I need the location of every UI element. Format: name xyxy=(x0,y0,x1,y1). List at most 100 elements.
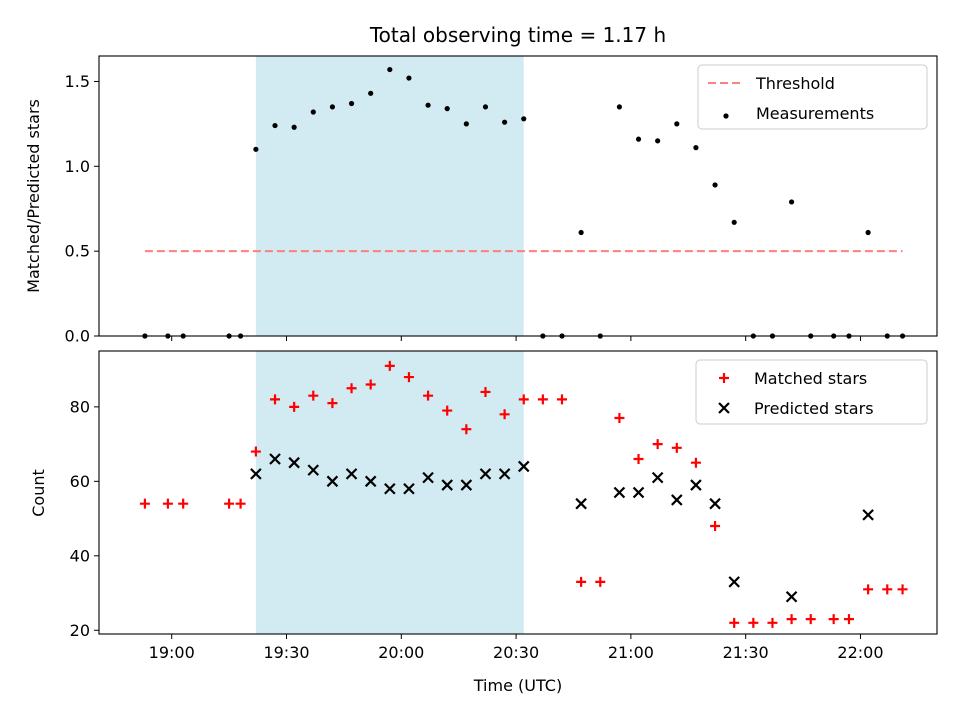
predicted-star-marker xyxy=(479,468,492,480)
matched-star-marker xyxy=(384,360,395,371)
measurement-point xyxy=(655,138,661,144)
y-tick-label: 0.0 xyxy=(65,327,90,346)
matched-star-marker xyxy=(690,457,701,468)
highlight-span xyxy=(255,351,524,634)
highlight-span xyxy=(255,56,524,336)
matched-star-marker xyxy=(652,439,663,450)
x-tick-label: 21:30 xyxy=(723,643,769,662)
predicted-star-marker xyxy=(690,479,702,491)
predicted-star-marker xyxy=(613,486,626,499)
y-tick-label: 1.0 xyxy=(65,157,90,176)
matched-star-marker xyxy=(235,498,246,509)
matched-star-marker xyxy=(786,614,797,625)
predicted-star-marker xyxy=(460,479,473,491)
matched-star-marker xyxy=(633,453,644,464)
legend-label: Threshold xyxy=(755,74,835,93)
predicted-star-marker xyxy=(364,475,377,488)
matched-star-marker xyxy=(162,498,173,509)
measurement-point xyxy=(348,100,355,107)
matched-star-marker xyxy=(442,405,453,416)
legend-swatch-matched xyxy=(719,373,729,383)
measurement-point xyxy=(444,106,450,112)
y-tick-label: 60 xyxy=(70,472,90,491)
measurement-point xyxy=(329,104,336,110)
legend-label: Matched stars xyxy=(754,369,867,388)
matched-star-marker xyxy=(767,617,778,628)
matched-star-marker xyxy=(518,394,529,405)
legend-swatch-measurements xyxy=(723,113,729,119)
matched-star-marker xyxy=(178,498,189,509)
predicted-star-marker xyxy=(422,471,434,484)
matched-star-marker xyxy=(828,614,839,625)
measurement-point xyxy=(731,219,737,225)
matched-star-marker xyxy=(480,386,491,397)
y-tick-label: 20 xyxy=(70,621,90,640)
measurement-point xyxy=(502,119,508,125)
predicted-star-marker xyxy=(269,453,281,465)
y-tick-label: 1.5 xyxy=(65,72,90,91)
matched-star-marker xyxy=(729,617,740,628)
measurement-point xyxy=(712,182,718,188)
matched-star-marker xyxy=(614,413,625,424)
matched-star-marker xyxy=(843,614,854,625)
matched-star-marker xyxy=(250,446,261,457)
matched-star-marker xyxy=(224,498,235,509)
measurement-point xyxy=(272,122,278,129)
legend-label: Measurements xyxy=(756,104,874,123)
matched-star-marker xyxy=(595,576,606,587)
matched-star-marker xyxy=(499,409,510,420)
measurement-point xyxy=(578,229,584,236)
measurement-point xyxy=(674,121,680,127)
predicted-star-marker xyxy=(671,494,683,506)
measurement-point xyxy=(635,136,642,142)
matched-star-marker xyxy=(748,617,759,628)
axes-frame xyxy=(98,350,938,635)
measurement-point xyxy=(521,116,527,122)
x-tick-label: 20:30 xyxy=(493,643,539,662)
x-tick-label: 20:00 xyxy=(378,643,424,662)
predicted-star-marker xyxy=(250,468,262,480)
legend-swatch-predicted xyxy=(718,402,730,414)
predicted-star-marker xyxy=(785,590,798,603)
measurement-point xyxy=(693,145,699,151)
legend-label: Predicted stars xyxy=(754,399,874,418)
matched-star-marker xyxy=(882,584,893,595)
bottom-panel: 20 40 60 80 19:00 19:30 20:00 20:30 21:00 21:30 22… xyxy=(70,350,938,662)
measurement-point xyxy=(463,121,469,127)
predicted-star-marker xyxy=(307,464,320,476)
measurement-point xyxy=(387,66,393,73)
measurement-point xyxy=(406,75,412,81)
matched-star-marker xyxy=(423,390,434,401)
matched-star-marker xyxy=(897,584,908,595)
predicted-star-marker xyxy=(728,576,740,588)
measurement-point xyxy=(368,90,374,96)
measurement-point xyxy=(482,104,489,110)
x-tick-label: 19:30 xyxy=(263,643,309,662)
matched-star-marker xyxy=(537,394,548,405)
matched-star-marker xyxy=(863,584,874,595)
predicted-star-marker xyxy=(384,482,396,495)
measurement-point xyxy=(310,109,316,115)
predicted-star-marker xyxy=(345,468,358,480)
y-tick-label: 80 xyxy=(70,397,90,416)
top-panel: 0.0 0.5 1.0 1.5 Threshold Measurements xyxy=(65,55,938,346)
predicted-star-marker xyxy=(517,460,530,473)
measurement-point xyxy=(865,229,871,236)
matched-star-marker xyxy=(576,576,587,587)
predicted-star-marker xyxy=(862,509,874,521)
legend-box xyxy=(697,64,928,130)
y-tick-label: 40 xyxy=(70,546,90,565)
x-axis-label: Time (UTC) xyxy=(473,676,562,695)
predicted-star-marker xyxy=(632,486,645,499)
matched-star-marker xyxy=(710,521,721,532)
matched-star-marker xyxy=(308,390,319,401)
matched-star-marker xyxy=(346,383,357,394)
y-tick-label: 0.5 xyxy=(65,242,90,261)
matched-star-marker xyxy=(403,372,414,383)
x-tick-label: 19:00 xyxy=(149,643,195,662)
predicted-star-marker xyxy=(709,497,721,510)
x-tick-label: 21:00 xyxy=(608,643,654,662)
predicted-star-marker xyxy=(498,468,511,480)
x-tick-label: 22:00 xyxy=(837,643,883,662)
matched-star-marker xyxy=(805,614,816,625)
